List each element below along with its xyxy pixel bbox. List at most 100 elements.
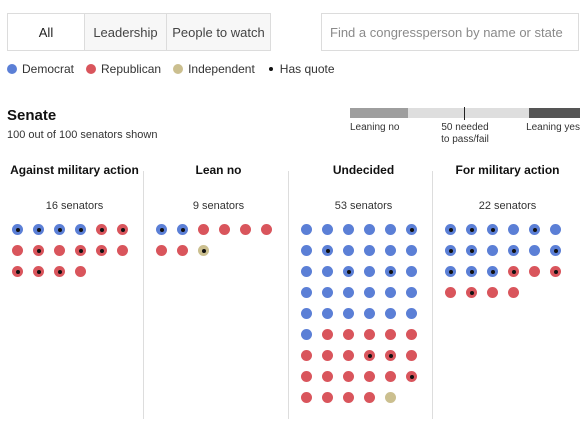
republican-senator-dot[interactable]	[508, 287, 519, 298]
republican-senator-dot[interactable]	[240, 224, 251, 235]
democrat-senator-dot[interactable]	[301, 266, 312, 277]
democrat-senator-dot-with-quote[interactable]	[343, 266, 354, 277]
democrat-senator-dot-with-quote[interactable]	[487, 224, 498, 235]
democrat-senator-dot[interactable]	[385, 287, 396, 298]
democrat-senator-dot[interactable]	[322, 308, 333, 319]
democrat-senator-dot[interactable]	[343, 245, 354, 256]
republican-senator-dot-with-quote[interactable]	[33, 266, 44, 277]
republican-senator-dot[interactable]	[343, 371, 354, 382]
democrat-senator-dot[interactable]	[406, 287, 417, 298]
democrat-senator-dot-with-quote[interactable]	[75, 224, 86, 235]
democrat-senator-dot[interactable]	[364, 245, 375, 256]
democrat-senator-dot[interactable]	[364, 287, 375, 298]
republican-senator-dot[interactable]	[343, 329, 354, 340]
democrat-senator-dot-with-quote[interactable]	[445, 224, 456, 235]
democrat-senator-dot[interactable]	[322, 287, 333, 298]
democrat-senator-dot-with-quote[interactable]	[529, 224, 540, 235]
republican-senator-dot[interactable]	[529, 266, 540, 277]
republican-senator-dot[interactable]	[364, 371, 375, 382]
democrat-senator-dot[interactable]	[385, 308, 396, 319]
democrat-senator-dot[interactable]	[322, 266, 333, 277]
republican-senator-dot[interactable]	[385, 371, 396, 382]
democrat-senator-dot-with-quote[interactable]	[385, 266, 396, 277]
republican-senator-dot[interactable]	[301, 350, 312, 361]
republican-senator-dot[interactable]	[54, 245, 65, 256]
republican-senator-dot[interactable]	[198, 224, 209, 235]
democrat-senator-dot-with-quote[interactable]	[466, 245, 477, 256]
democrat-senator-dot[interactable]	[487, 245, 498, 256]
republican-senator-dot[interactable]	[301, 371, 312, 382]
democrat-senator-dot[interactable]	[364, 224, 375, 235]
democrat-senator-dot-with-quote[interactable]	[508, 245, 519, 256]
republican-senator-dot[interactable]	[322, 392, 333, 403]
republican-senator-dot-with-quote[interactable]	[364, 350, 375, 361]
democrat-senator-dot[interactable]	[343, 308, 354, 319]
republican-senator-dot[interactable]	[322, 329, 333, 340]
republican-senator-dot[interactable]	[487, 287, 498, 298]
democrat-senator-dot[interactable]	[406, 245, 417, 256]
tab-people-to-watch[interactable]: People to watch	[166, 14, 270, 50]
democrat-senator-dot[interactable]	[406, 308, 417, 319]
republican-senator-dot-with-quote[interactable]	[466, 287, 477, 298]
republican-senator-dot[interactable]	[343, 392, 354, 403]
republican-senator-dot[interactable]	[117, 245, 128, 256]
republican-senator-dot-with-quote[interactable]	[550, 266, 561, 277]
republican-senator-dot-with-quote[interactable]	[96, 245, 107, 256]
democrat-senator-dot-with-quote[interactable]	[487, 266, 498, 277]
tab-all[interactable]: All	[8, 14, 84, 50]
republican-senator-dot-with-quote[interactable]	[54, 266, 65, 277]
democrat-senator-dot[interactable]	[322, 224, 333, 235]
democrat-senator-dot-with-quote[interactable]	[12, 224, 23, 235]
democrat-senator-dot-with-quote[interactable]	[550, 245, 561, 256]
republican-senator-dot[interactable]	[445, 287, 456, 298]
republican-senator-dot-with-quote[interactable]	[508, 266, 519, 277]
democrat-senator-dot[interactable]	[508, 224, 519, 235]
republican-senator-dot[interactable]	[385, 329, 396, 340]
republican-senator-dot-with-quote[interactable]	[385, 350, 396, 361]
republican-senator-dot-with-quote[interactable]	[33, 245, 44, 256]
democrat-senator-dot-with-quote[interactable]	[156, 224, 167, 235]
republican-senator-dot-with-quote[interactable]	[117, 224, 128, 235]
democrat-senator-dot[interactable]	[301, 224, 312, 235]
republican-senator-dot[interactable]	[322, 350, 333, 361]
republican-senator-dot[interactable]	[343, 350, 354, 361]
republican-senator-dot[interactable]	[75, 266, 86, 277]
democrat-senator-dot-with-quote[interactable]	[466, 224, 477, 235]
republican-senator-dot-with-quote[interactable]	[96, 224, 107, 235]
tab-leadership[interactable]: Leadership	[84, 14, 166, 50]
search-input[interactable]	[321, 13, 579, 51]
democrat-senator-dot-with-quote[interactable]	[406, 224, 417, 235]
democrat-senator-dot[interactable]	[301, 329, 312, 340]
democrat-senator-dot-with-quote[interactable]	[54, 224, 65, 235]
democrat-senator-dot-with-quote[interactable]	[466, 266, 477, 277]
republican-senator-dot[interactable]	[406, 350, 417, 361]
republican-senator-dot[interactable]	[156, 245, 167, 256]
democrat-senator-dot-with-quote[interactable]	[322, 245, 333, 256]
republican-senator-dot[interactable]	[177, 245, 188, 256]
democrat-senator-dot-with-quote[interactable]	[445, 245, 456, 256]
democrat-senator-dot-with-quote[interactable]	[445, 266, 456, 277]
republican-senator-dot-with-quote[interactable]	[406, 371, 417, 382]
democrat-senator-dot-with-quote[interactable]	[33, 224, 44, 235]
republican-senator-dot[interactable]	[364, 329, 375, 340]
democrat-senator-dot[interactable]	[301, 245, 312, 256]
democrat-senator-dot[interactable]	[385, 245, 396, 256]
independent-senator-dot[interactable]	[385, 392, 396, 403]
independent-senator-dot-with-quote[interactable]	[198, 245, 209, 256]
democrat-senator-dot[interactable]	[529, 245, 540, 256]
republican-senator-dot-with-quote[interactable]	[12, 266, 23, 277]
democrat-senator-dot-with-quote[interactable]	[177, 224, 188, 235]
democrat-senator-dot[interactable]	[364, 308, 375, 319]
republican-senator-dot[interactable]	[12, 245, 23, 256]
democrat-senator-dot[interactable]	[343, 224, 354, 235]
republican-senator-dot[interactable]	[406, 329, 417, 340]
democrat-senator-dot[interactable]	[550, 224, 561, 235]
republican-senator-dot[interactable]	[261, 224, 272, 235]
democrat-senator-dot[interactable]	[385, 224, 396, 235]
democrat-senator-dot[interactable]	[364, 266, 375, 277]
democrat-senator-dot[interactable]	[301, 287, 312, 298]
democrat-senator-dot[interactable]	[343, 287, 354, 298]
republican-senator-dot-with-quote[interactable]	[75, 245, 86, 256]
republican-senator-dot[interactable]	[219, 224, 230, 235]
democrat-senator-dot[interactable]	[301, 308, 312, 319]
